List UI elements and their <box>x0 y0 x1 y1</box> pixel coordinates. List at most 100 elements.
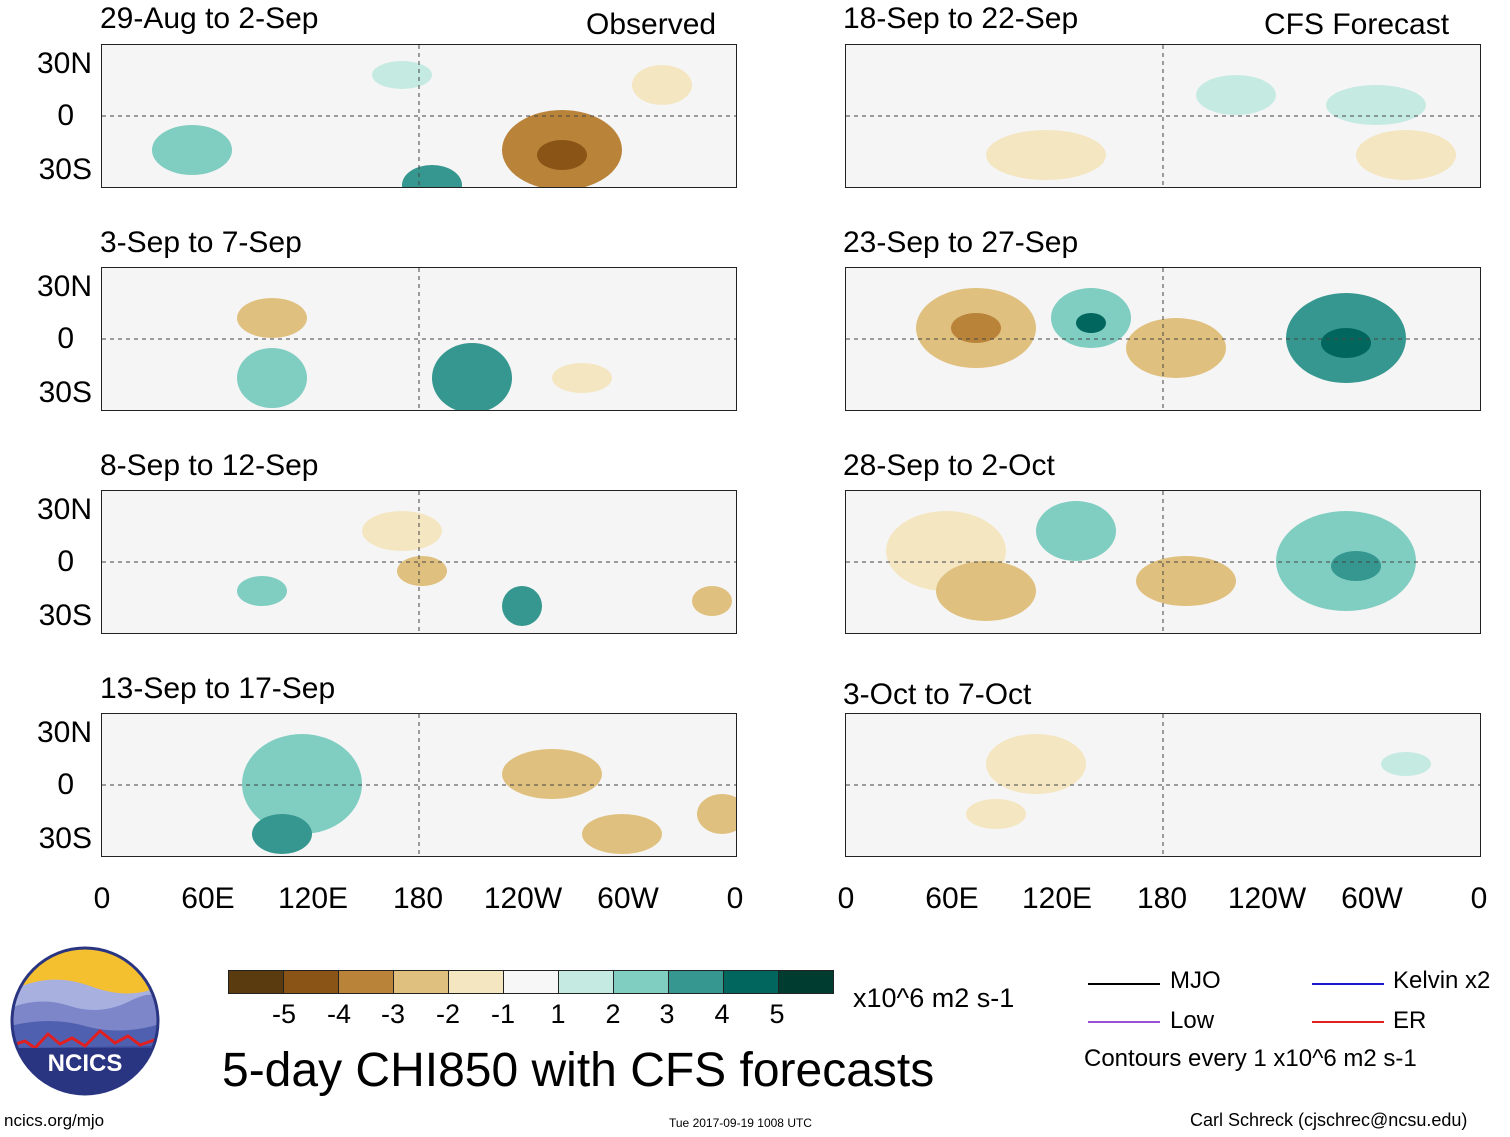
lat-label-0: 0 <box>57 545 74 578</box>
panel-title-right-1: 18-Sep to 22-Sep <box>843 2 1079 35</box>
lat-label-30s: 30S <box>38 153 92 186</box>
anomaly-shading <box>362 511 442 551</box>
lon-label-180: 180 <box>1136 882 1188 915</box>
mjo-legend-line <box>1088 983 1160 985</box>
anomaly-shading <box>1321 328 1371 358</box>
anomaly-shading <box>1381 752 1431 776</box>
panel-title-left-2: 3-Sep to 7-Sep <box>100 226 302 259</box>
colorbar-swatch <box>504 971 559 993</box>
lat-label-30n: 30N <box>36 716 92 749</box>
anomaly-shading <box>502 586 542 626</box>
map-panel-right-4[interactable] <box>845 713 1481 857</box>
colorbar-swatch <box>614 971 669 993</box>
map-panel-left-1[interactable] <box>101 44 737 188</box>
main-title: 5-day CHI850 with CFS forecasts <box>222 1044 935 1097</box>
lat-label-30n: 30N <box>36 47 92 80</box>
anomaly-shading <box>402 165 462 187</box>
lat-label-30n: 30N <box>36 493 92 526</box>
anomaly-shading <box>951 313 1001 343</box>
lon-label-180: 180 <box>392 882 444 915</box>
anomaly-shading <box>372 61 432 89</box>
anomaly-shading <box>432 343 512 410</box>
anomaly-shading <box>692 586 732 616</box>
colorbar-tick: -1 <box>490 999 516 1029</box>
contour-note: Contours every 1 x10^6 m2 s-1 <box>1084 1045 1417 1072</box>
colorbar-tick: 5 <box>769 999 785 1029</box>
anomaly-shading <box>1326 85 1426 125</box>
colorbar-tick: 2 <box>605 999 621 1029</box>
er-legend-label: ER <box>1393 1007 1427 1034</box>
lon-label-0: 0 <box>93 882 111 915</box>
anomaly-shading <box>237 576 287 606</box>
cfs-forecast-label: CFS Forecast <box>1264 8 1450 41</box>
map-graphic <box>102 491 736 633</box>
anomaly-shading <box>237 298 307 338</box>
colorbar-swatch <box>724 971 779 993</box>
lat-label-30s: 30S <box>38 822 92 855</box>
units-label: x10^6 m2 s-1 <box>853 983 1015 1013</box>
colorbar-tick: -4 <box>326 999 352 1029</box>
anomaly-shading <box>252 814 312 854</box>
map-graphic <box>846 268 1480 410</box>
map-panel-left-4[interactable] <box>101 713 737 857</box>
lon-label-60w: 60W <box>597 882 659 915</box>
anomaly-shading <box>242 734 362 834</box>
panel-title-left-1: 29-Aug to 2-Sep <box>100 2 319 35</box>
ncics-logo[interactable]: NCICS <box>10 946 160 1096</box>
colorbar-swatch <box>559 971 614 993</box>
map-panel-right-3[interactable] <box>845 490 1481 634</box>
anomaly-shading <box>936 561 1036 621</box>
er-legend-line <box>1312 1021 1384 1023</box>
anomaly-shading <box>1016 764 1056 794</box>
anomaly-shading <box>502 749 602 799</box>
colorbar-swatch <box>669 971 724 993</box>
colorbar-swatch <box>449 971 504 993</box>
anomaly-shading <box>1036 501 1116 561</box>
colorbar-swatch <box>394 971 449 993</box>
lat-label-30s: 30S <box>38 376 92 409</box>
lon-label-0-end: 0 <box>726 882 744 915</box>
map-graphic <box>846 45 1480 187</box>
colorbar-tick: 3 <box>659 999 675 1029</box>
colorbar-tick: -2 <box>435 999 461 1029</box>
low-legend-label: Low <box>1170 1007 1215 1034</box>
lon-label-120w: 120W <box>1227 882 1307 915</box>
lon-label-60e: 60E <box>925 882 979 915</box>
panel-title-right-2: 23-Sep to 27-Sep <box>843 226 1079 259</box>
colorbar <box>228 970 834 994</box>
lon-label-120e: 120E <box>277 882 349 915</box>
map-panel-right-2[interactable] <box>845 267 1481 411</box>
lon-label-60w: 60W <box>1341 882 1403 915</box>
footer-url[interactable]: ncics.org/mjo <box>4 1111 105 1130</box>
anomaly-shading <box>1196 75 1276 115</box>
lat-label-0: 0 <box>57 322 74 355</box>
kelvin-legend-line <box>1312 983 1384 985</box>
panel-title-right-4: 3-Oct to 7-Oct <box>843 678 1032 711</box>
anomaly-shading <box>1126 318 1226 378</box>
colorbar-tick: 1 <box>550 999 566 1029</box>
ncics-logo-graphic <box>10 946 160 1096</box>
map-panel-left-3[interactable] <box>101 490 737 634</box>
anomaly-shading <box>632 65 692 105</box>
map-panel-left-2[interactable] <box>101 267 737 411</box>
anomaly-shading <box>966 799 1026 829</box>
footer-timestamp: Tue 2017-09-19 1008 UTC <box>669 1116 812 1130</box>
anomaly-shading <box>1136 556 1236 606</box>
lat-label-0: 0 <box>57 768 74 801</box>
anomaly-shading <box>697 794 736 834</box>
anomaly-shading <box>1356 130 1456 180</box>
anomaly-shading <box>1076 313 1106 333</box>
lon-label-120w: 120W <box>483 882 563 915</box>
low-legend-line <box>1088 1021 1160 1023</box>
anomaly-shading <box>537 140 587 170</box>
map-graphic <box>102 714 736 856</box>
map-panel-right-1[interactable] <box>845 44 1481 188</box>
footer-author: Carl Schreck (cjschrec@ncsu.edu) <box>1190 1110 1468 1130</box>
observed-label: Observed <box>586 8 717 41</box>
lon-label-60e: 60E <box>181 882 235 915</box>
map-graphic <box>102 45 736 187</box>
colorbar-tick: -3 <box>380 999 406 1029</box>
kelvin-legend-label: Kelvin x2 <box>1393 967 1491 994</box>
panel-title-left-4: 13-Sep to 17-Sep <box>100 672 336 705</box>
colorbar-swatch <box>229 971 284 993</box>
